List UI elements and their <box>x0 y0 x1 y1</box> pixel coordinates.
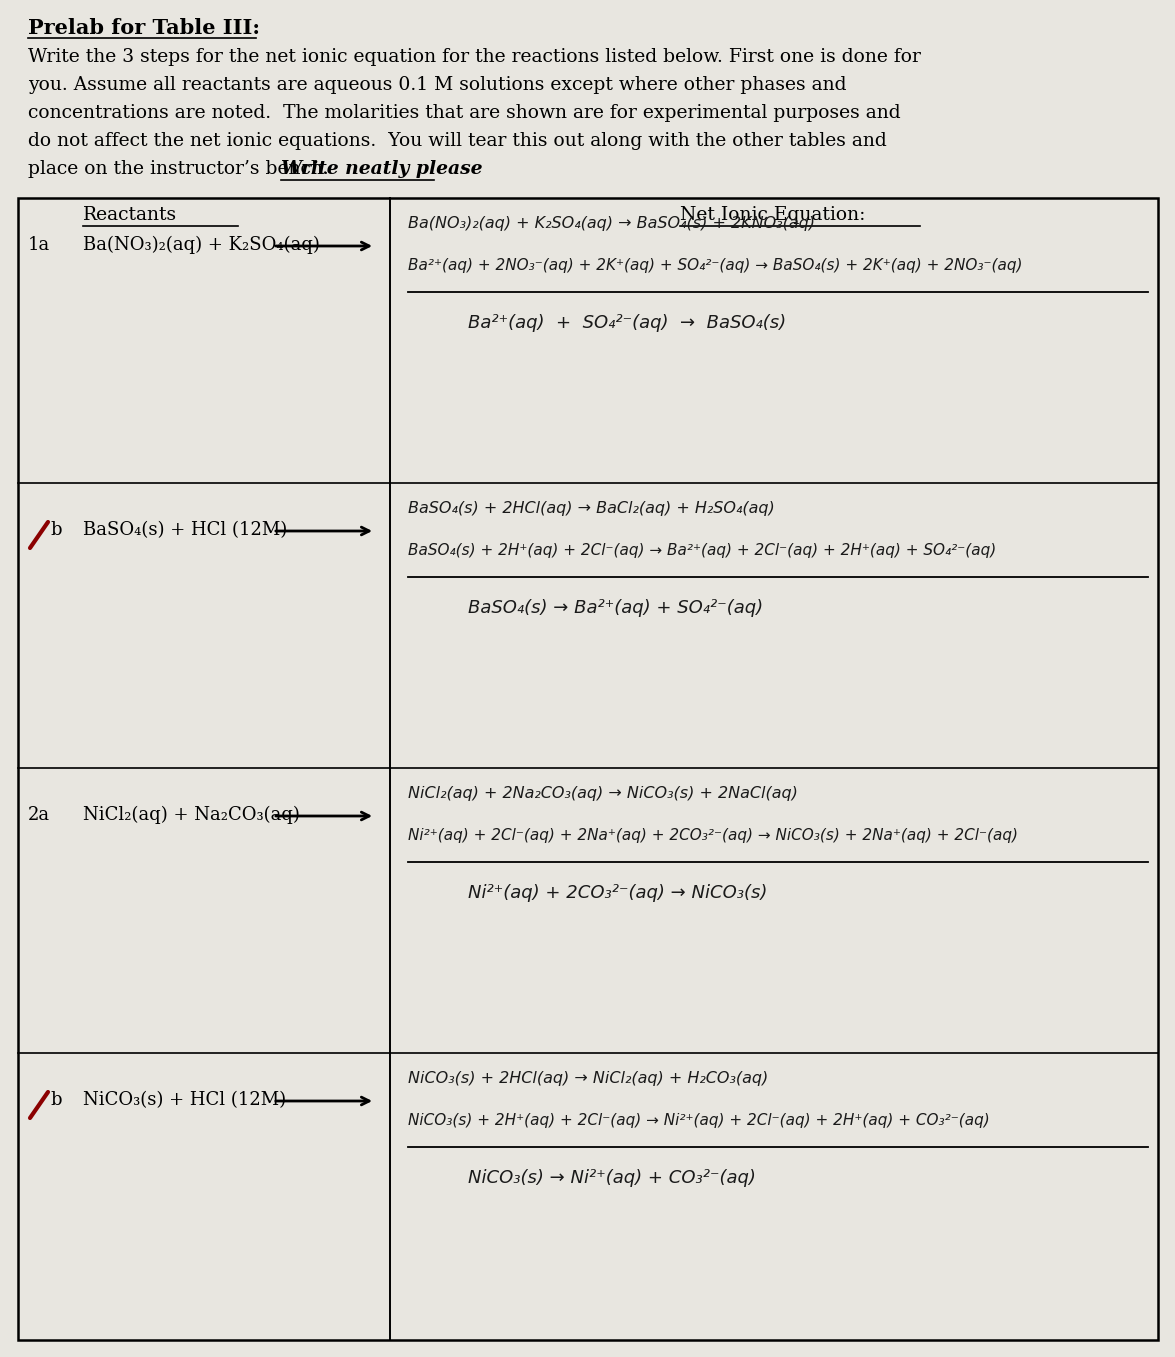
Text: you. Assume all reactants are aqueous 0.1 M solutions except where other phases : you. Assume all reactants are aqueous 0.… <box>28 76 846 94</box>
Text: do not affect the net ionic equations.  You will tear this out along with the ot: do not affect the net ionic equations. Y… <box>28 132 887 151</box>
Text: NiCO₃(s) + 2HCl(aq) → NiCl₂(aq) + H₂CO₃(aq): NiCO₃(s) + 2HCl(aq) → NiCl₂(aq) + H₂CO₃(… <box>408 1071 768 1086</box>
Text: concentrations are noted.  The molarities that are shown are for experimental pu: concentrations are noted. The molarities… <box>28 104 900 122</box>
Text: Ni²⁺(aq) + 2CO₃²⁻(aq) → NiCO₃(s): Ni²⁺(aq) + 2CO₃²⁻(aq) → NiCO₃(s) <box>468 883 767 902</box>
Text: Write neatly please: Write neatly please <box>281 160 483 178</box>
Text: Net Ionic Equation:: Net Ionic Equation: <box>680 206 865 224</box>
Text: place on the instructor’s bench.: place on the instructor’s bench. <box>28 160 341 178</box>
Text: NiCl₂(aq) + 2Na₂CO₃(aq) → NiCO₃(s) + 2NaCl(aq): NiCl₂(aq) + 2Na₂CO₃(aq) → NiCO₃(s) + 2Na… <box>408 786 798 801</box>
Text: Ni²⁺(aq) + 2Cl⁻(aq) + 2Na⁺(aq) + 2CO₃²⁻(aq) → NiCO₃(s) + 2Na⁺(aq) + 2Cl⁻(aq): Ni²⁺(aq) + 2Cl⁻(aq) + 2Na⁺(aq) + 2CO₃²⁻(… <box>408 828 1018 843</box>
Text: Reactants: Reactants <box>83 206 177 224</box>
Text: Write the 3 steps for the net ionic equation for the reactions listed below. Fir: Write the 3 steps for the net ionic equa… <box>28 47 921 66</box>
Text: b: b <box>51 521 61 539</box>
Text: Ba²⁺(aq) + 2NO₃⁻(aq) + 2K⁺(aq) + SO₄²⁻(aq) → BaSO₄(s) + 2K⁺(aq) + 2NO₃⁻(aq): Ba²⁺(aq) + 2NO₃⁻(aq) + 2K⁺(aq) + SO₄²⁻(a… <box>408 258 1022 273</box>
Text: Ba(NO₃)₂(aq) + K₂SO₄(aq) → BaSO₄(s) + 2KNO₃(aq): Ba(NO₃)₂(aq) + K₂SO₄(aq) → BaSO₄(s) + 2K… <box>408 216 815 231</box>
Text: BaSO₄(s) + 2H⁺(aq) + 2Cl⁻(aq) → Ba²⁺(aq) + 2Cl⁻(aq) + 2H⁺(aq) + SO₄²⁻(aq): BaSO₄(s) + 2H⁺(aq) + 2Cl⁻(aq) → Ba²⁺(aq)… <box>408 543 996 558</box>
Bar <box>18 198 1159 1339</box>
Text: NiCO₃(s) + 2H⁺(aq) + 2Cl⁻(aq) → Ni²⁺(aq) + 2Cl⁻(aq) + 2H⁺(aq) + CO₃²⁻(aq): NiCO₃(s) + 2H⁺(aq) + 2Cl⁻(aq) → Ni²⁺(aq)… <box>408 1113 989 1128</box>
Text: NiCl₂(aq) + Na₂CO₃(aq): NiCl₂(aq) + Na₂CO₃(aq) <box>83 806 300 824</box>
Text: BaSO₄(s) + HCl (12M): BaSO₄(s) + HCl (12M) <box>83 521 287 539</box>
Text: NiCO₃(s) + HCl (12M): NiCO₃(s) + HCl (12M) <box>83 1091 287 1109</box>
Text: BaSO₄(s) → Ba²⁺(aq) + SO₄²⁻(aq): BaSO₄(s) → Ba²⁺(aq) + SO₄²⁻(aq) <box>468 598 763 617</box>
Text: NiCO₃(s) → Ni²⁺(aq) + CO₃²⁻(aq): NiCO₃(s) → Ni²⁺(aq) + CO₃²⁻(aq) <box>468 1168 756 1187</box>
Text: 2a: 2a <box>28 806 51 824</box>
Text: BaSO₄(s) + 2HCl(aq) → BaCl₂(aq) + H₂SO₄(aq): BaSO₄(s) + 2HCl(aq) → BaCl₂(aq) + H₂SO₄(… <box>408 501 774 516</box>
Text: b: b <box>51 1091 61 1109</box>
Text: 1a: 1a <box>28 236 51 254</box>
Text: Prelab for Table III:: Prelab for Table III: <box>28 18 260 38</box>
Text: Ba²⁺(aq)  +  SO₄²⁻(aq)  →  BaSO₄(s): Ba²⁺(aq) + SO₄²⁻(aq) → BaSO₄(s) <box>468 313 786 332</box>
Text: Ba(NO₃)₂(aq) + K₂SO₄(aq): Ba(NO₃)₂(aq) + K₂SO₄(aq) <box>83 236 320 254</box>
